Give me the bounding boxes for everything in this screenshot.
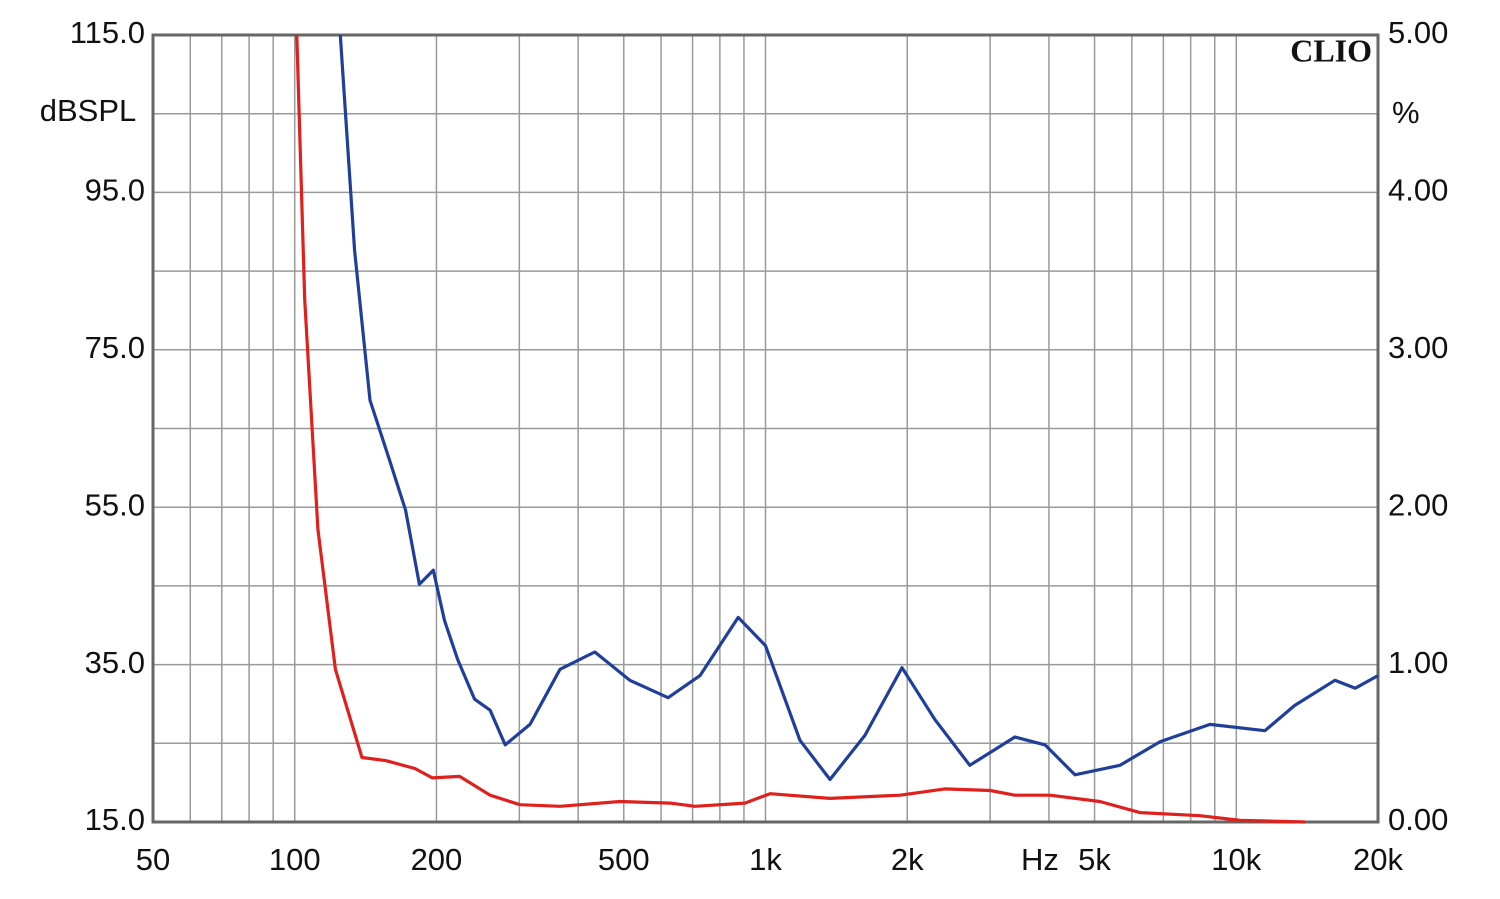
watermark: CLIO	[1290, 32, 1372, 68]
y-tick-label: 75.0	[85, 330, 145, 365]
y-tick-label: 35.0	[85, 645, 145, 680]
y2-tick-label: 5.00	[1388, 15, 1448, 50]
y-tick-label: 55.0	[85, 487, 145, 522]
x-tick-label: 5k	[1078, 842, 1111, 877]
y-axis-label: dBSPL	[40, 93, 137, 128]
y-tick-label: 95.0	[85, 173, 145, 208]
x-tick-label: 200	[411, 842, 463, 877]
y2-tick-label: 4.00	[1388, 173, 1448, 208]
plot-frame	[151, 33, 1380, 824]
y2-axis-label: %	[1392, 95, 1420, 130]
y2-tick-label: 3.00	[1388, 330, 1448, 365]
x-tick-label: 10k	[1211, 842, 1261, 877]
x-axis-label: Hz	[1021, 842, 1059, 877]
y2-tick-label: 1.00	[1388, 645, 1448, 680]
x-tick-label: 100	[269, 842, 321, 877]
y2-tick-label: 2.00	[1388, 487, 1448, 522]
x-tick-label: 20k	[1353, 842, 1403, 877]
y-tick-label: 15.0	[85, 802, 145, 837]
data-line	[338, 34, 1379, 782]
x-tick-label: 500	[598, 842, 650, 877]
data-line	[295, 34, 1306, 824]
x-tick-label: 2k	[891, 842, 924, 877]
y2-tick-label: 0.00	[1388, 802, 1448, 837]
y-tick-label: 115.0	[70, 15, 145, 50]
x-tick-label: 1k	[749, 842, 782, 877]
x-tick-label: 50	[136, 842, 170, 877]
